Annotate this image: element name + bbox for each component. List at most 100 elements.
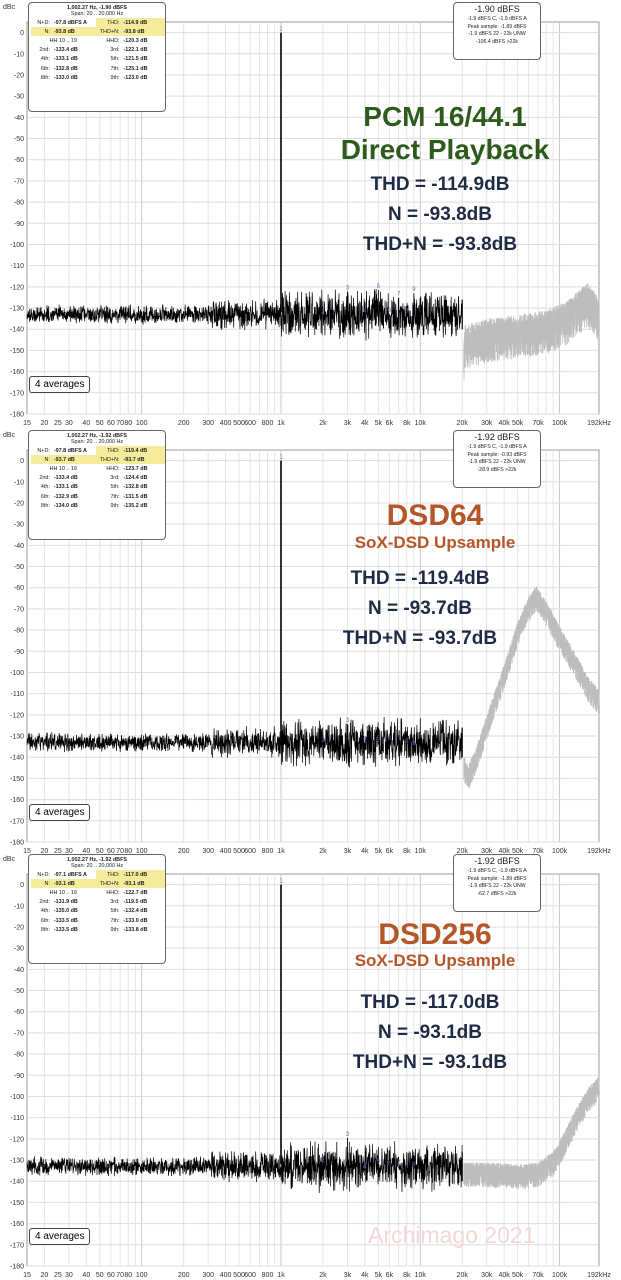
dsd64-y-tick-label: -80	[14, 628, 24, 635]
dsd64-y-tick-label: -120	[10, 712, 24, 719]
pcm-x-tick-label: 2k	[319, 420, 327, 427]
pcm-measurement-cell: -114.9 dB	[121, 18, 165, 28]
dsd64-measurement-cell: -133.1 dB	[53, 484, 78, 491]
dsd256-x-tick-label: 8k	[403, 1272, 411, 1279]
dsd64-measurement-box: 1,002.27 Hz, -1.92 dBFS Span: 20 .. 20,00…	[28, 430, 166, 540]
dsd64-x-tick-label: 30k	[481, 848, 493, 855]
dsd256-stats: THD = -117.0dB N = -93.1dB THD+N = -93.1…	[310, 988, 550, 1078]
pcm-measurement-row: 8th: -133.0 dB 9th: -123.0 dB	[31, 73, 165, 82]
dsd256-x-tick-label: 10k	[415, 1272, 427, 1279]
dsd64-x-tick-label: 40	[82, 848, 90, 855]
pcm-x-tick-label: 500	[233, 420, 245, 427]
dsd64-x-tick-label: 100	[136, 848, 148, 855]
pcm-measurement-cell: -93.8 dB	[121, 27, 165, 37]
pcm-y-tick-label: -160	[10, 369, 24, 376]
dsd256-y-tick-label: -80	[14, 1052, 24, 1059]
dsd64-y-tick-label: -170	[10, 818, 24, 825]
pcm-x-tick-label: 6k	[386, 420, 394, 427]
dsd64-x-tick-label: 5k	[375, 848, 383, 855]
pcm-measurement-cell: 2nd:	[39, 47, 50, 54]
dsd256-level-line: -1.9 dBFS 22 - 22k UNW	[468, 883, 526, 890]
dsd256-measurement-cell: -132.4 dB	[123, 908, 148, 915]
pcm-measurement-cell: N+D:	[37, 19, 50, 26]
pcm-measurement-cell: N:	[31, 27, 52, 37]
dsd64-measurement-cell: -93.7 dB	[121, 455, 165, 465]
dsd64-x-tick-label: 70k	[532, 848, 544, 855]
pcm-stats: THD = -114.9dB N = -93.8dB THD+N = -93.8…	[320, 170, 560, 260]
dsd256-y-tick-label: -10	[14, 903, 24, 910]
dsd256-measurement-cell: 9th:	[110, 926, 120, 933]
pcm-x-tick-label: 100	[136, 420, 148, 427]
pcm-x-tick-label: 4k	[361, 420, 369, 427]
pcm-x-tick-label: 100k	[552, 420, 568, 427]
dsd256-harmonic-6-label: 6	[388, 1161, 392, 1167]
dsd256-x-tick-label: 40	[82, 1272, 90, 1279]
pcm-measurement-table: N+D: -97.8 dBFS A THD: -114.9 dB N: -93.8 dB T…	[31, 18, 165, 82]
dsd64-measured-frequency: 1,002.27 Hz, -1.92 dBFS	[67, 433, 127, 439]
dsd256-y-tick-label: -50	[14, 988, 24, 995]
dsd256-measurement-cell: -119.5 dB	[123, 899, 148, 906]
dsd64-x-tick-label: 1k	[277, 848, 285, 855]
dsd256-measurement-cell: -122.7 dB	[123, 889, 148, 896]
pcm-measurement-cell: HHD:	[106, 37, 120, 44]
pcm-y-tick-label: -50	[14, 136, 24, 143]
dsd64-measurement-cell: -93.7 dB	[51, 455, 96, 465]
pcm-title: PCM 16/44.1	[363, 101, 527, 132]
pcm-subtitle: Direct Playback	[340, 134, 550, 165]
dsd64-y-tick-label: -110	[11, 691, 25, 698]
dsd64-y-tick-label: -180	[10, 840, 24, 847]
pcm-y-tick-label: -180	[10, 412, 24, 419]
dsd64-measurement-cell: -132.8 dB	[123, 484, 148, 491]
pcm-harmonic-8-label: 8	[405, 308, 409, 314]
pcm-measurement-box: 1,002.27 Hz, -1.90 dBFS Span: 20 .. 20,00…	[28, 2, 166, 112]
dsd256-x-tick-label: 50	[96, 1272, 104, 1279]
dsd64-x-tick-label: 60	[107, 848, 115, 855]
dsd256-measurement-cell: -133.8 dB	[123, 926, 148, 933]
pcm-y-tick-label: -140	[10, 327, 24, 334]
dsd64-level-line: Peak sample: -0.93 dBFS	[467, 451, 527, 458]
pcm-y-tick-label: -20	[14, 72, 24, 79]
dsd256-y-tick-label: -130	[10, 1158, 24, 1165]
dsd256-panel: 0 -10 -20 -30 -40 -50 -60 -70 -80 -90 -100 -110 -120…	[0, 852, 621, 1280]
dsd64-level-box: -1.92 dBFS -1.9 dBFS C, -1.9 dBFS A Peak s…	[453, 430, 541, 488]
dsd256-measurement-table: N+D: -97.1 dBFS A THD: -117.0 dB N: -93.1 dB T…	[31, 870, 165, 934]
dsd64-level-line: -1.92 dBFS	[474, 432, 520, 442]
dsd64-measurement-row: N: -93.7 dB THD+N: -93.7 dB	[31, 455, 165, 465]
dsd256-measurement-cell: THD:	[95, 870, 122, 880]
pcm-averages-button[interactable]: 4 averages	[29, 376, 91, 393]
dsd64-level-line: -28.9 dBFS >22k	[477, 466, 517, 473]
pcm-fundamental-label: 1	[279, 27, 283, 33]
dsd256-measurement-cell: 7th:	[110, 917, 120, 924]
pcm-measurement-row: 6th: -132.8 dB 7th: -125.1 dB	[31, 64, 165, 73]
dsd256-measurement-cell: HHD:	[106, 889, 120, 896]
pcm-panel: 0 -10 -20 -30 -40 -50 -60 -70 -80 -90 -100 -110 -120…	[0, 0, 621, 428]
pcm-x-tick-label: 8k	[403, 420, 411, 427]
dsd64-measurement-cell: 5th:	[110, 484, 120, 491]
dsd256-averages-button[interactable]: 4 averages	[29, 1228, 91, 1245]
dsd256-y-tick-label: -100	[10, 1094, 24, 1101]
dsd64-y-tick-label: -50	[14, 564, 24, 571]
pcm-measurement-cell: HH 10 .. 19	[49, 37, 77, 44]
dsd256-y-tick-label: -120	[10, 1136, 24, 1143]
dsd256-measurement-cell: 3rd:	[110, 899, 120, 906]
dsd64-x-tick-label: 50	[96, 848, 104, 855]
pcm-measurement-span: Span: 20 .. 20,000 Hz	[70, 11, 124, 17]
dsd64-subtitle: SoX-DSD Upsample	[354, 533, 516, 552]
pcm-dbc-axis-label: dBc	[3, 4, 16, 11]
dsd256-measurement-cell: 5th:	[110, 908, 120, 915]
dsd64-measurement-cell: THD:	[95, 446, 122, 456]
pcm-measurement-row: 4th: -133.1 dB 5th: -121.5 dB	[31, 55, 165, 64]
pcm-measurement-cell: 9th:	[110, 74, 120, 81]
dsd64-y-tick-label: -40	[14, 543, 24, 550]
pcm-n-stat: N = -93.8dB	[387, 204, 492, 225]
pcm-measurement-cell: -120.3 dB	[123, 37, 148, 44]
dsd256-measurement-cell: HH 10 .. 19	[49, 889, 77, 896]
dsd64-x-tick-label: 200	[178, 848, 190, 855]
dsd64-ultrasonic-noise-trace	[463, 586, 600, 789]
pcm-y-tick-label: -150	[10, 348, 24, 355]
dsd64-measurement-cell: -132.9 dB	[53, 493, 78, 500]
pcm-measurement-row: N+D: -97.8 dBFS A THD: -114.9 dB	[31, 18, 165, 28]
dsd64-harmonic-7-label: 7	[397, 733, 401, 739]
dsd64-averages-button[interactable]: 4 averages	[29, 804, 91, 821]
dsd64-measurement-cell: HH 10 .. 19	[49, 465, 77, 472]
